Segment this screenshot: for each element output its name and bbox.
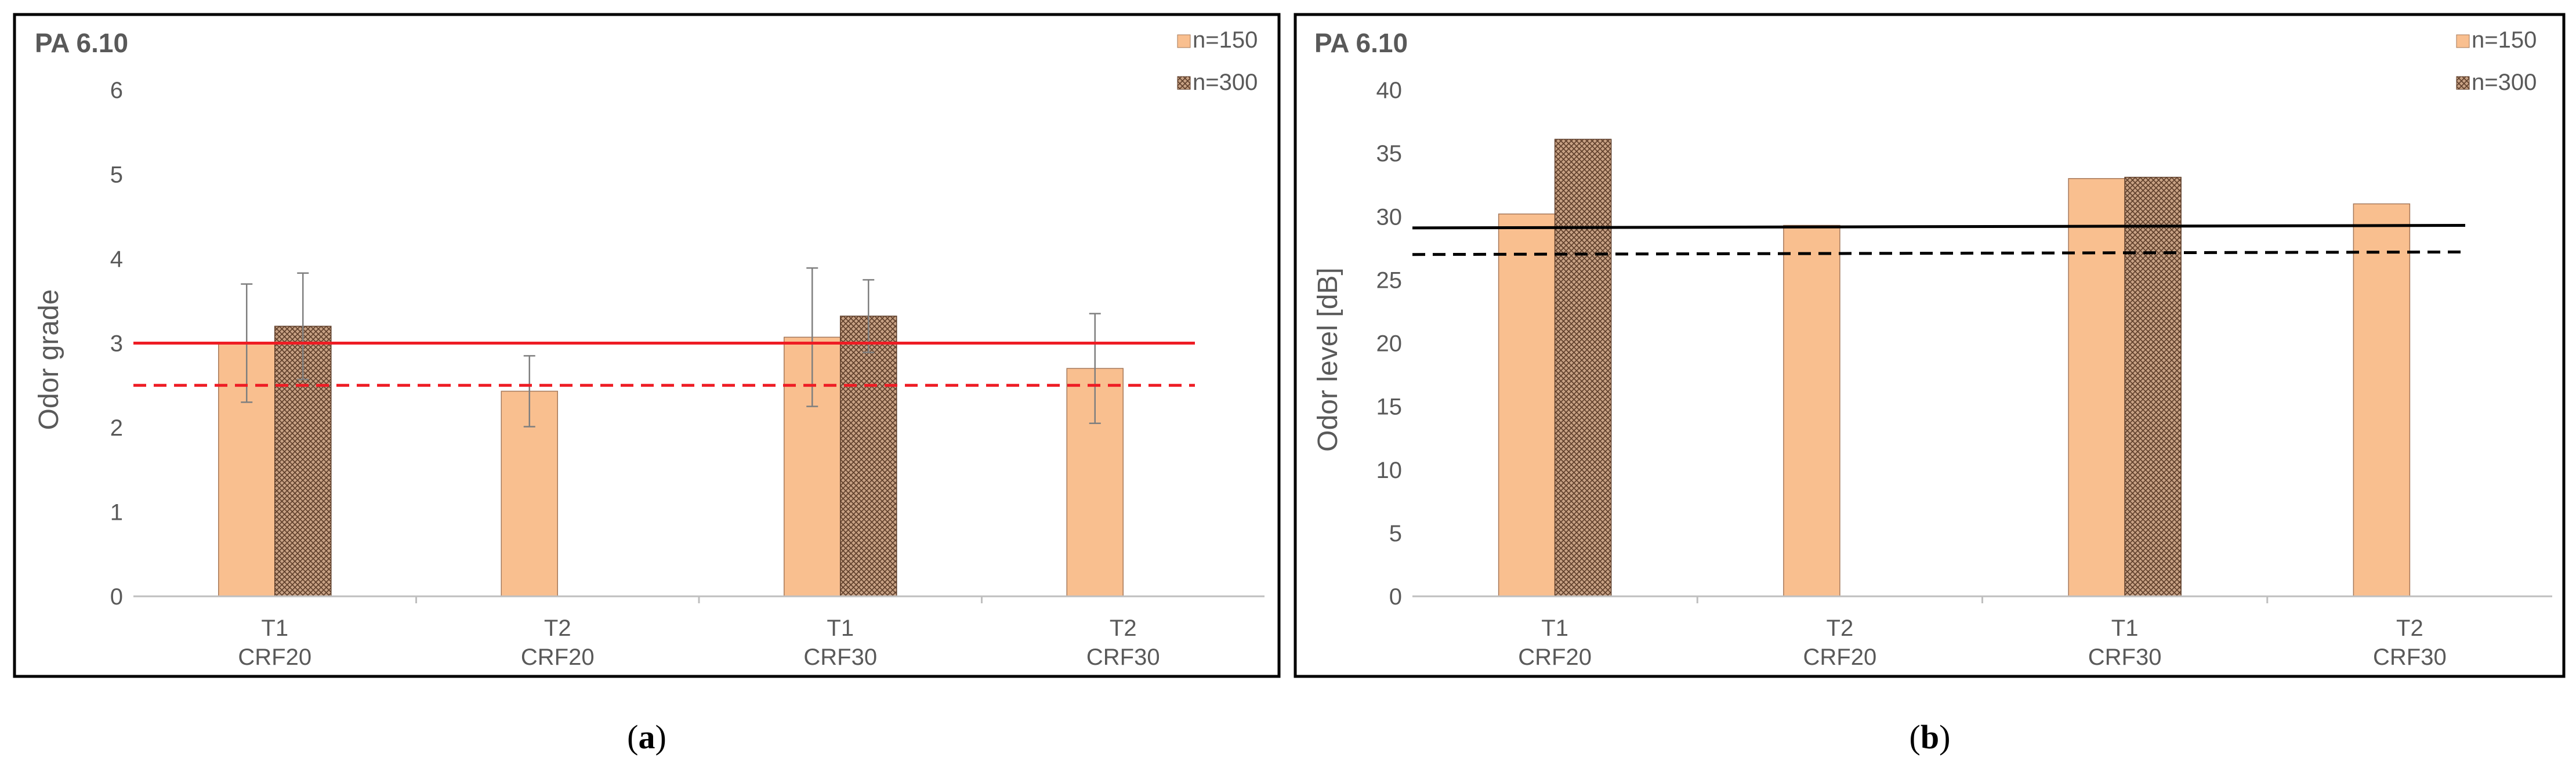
legend-label-n150: n=150 — [1193, 27, 1258, 53]
bar-n150 — [2353, 203, 2411, 597]
x-tick-label: T2 — [2396, 615, 2423, 641]
y-tick-label: 0 — [1389, 584, 1402, 610]
y-tick-label: 20 — [1376, 331, 1403, 357]
legend-label-n300: n=300 — [2472, 70, 2537, 95]
bar-n300 — [2124, 176, 2182, 597]
x-tick-label: CRF30 — [2088, 644, 2162, 670]
y-tick-label: 25 — [1376, 267, 1403, 293]
x-tick-label: CRF20 — [1518, 644, 1592, 670]
error-bars — [241, 267, 1101, 428]
x-tick-label: CRF20 — [1803, 644, 1877, 670]
legend-swatch-n300 — [1177, 76, 1191, 90]
legend-label-n150: n=150 — [2472, 27, 2537, 53]
y-axis-title: Odor level [dB] — [1313, 267, 1343, 451]
y-tick-label: 5 — [110, 162, 123, 188]
legend: n=150 n=300 — [2456, 27, 2537, 95]
legend-swatch-n150 — [1177, 34, 1191, 48]
legend-label-n300: n=300 — [1193, 70, 1258, 95]
caption-letter-b: b — [1921, 718, 1939, 756]
y-tick-label: 5 — [1389, 521, 1402, 546]
x-tick-label: T2 — [1827, 615, 1854, 641]
x-axis-ticks: T1 CRF20 T2 CRF20 T1 CRF30 T2 CRF30 — [238, 596, 1160, 670]
x-tick-label: CRF30 — [1086, 644, 1160, 670]
chart-title: PA 6.10 — [1314, 28, 1408, 58]
y-axis-ticks: 0 1 2 3 4 5 6 — [110, 78, 123, 610]
x-tick-label: CRF30 — [803, 644, 877, 670]
bars — [1498, 139, 2411, 597]
bar-n300 — [1554, 139, 1612, 597]
x-tick-label: CRF20 — [238, 644, 311, 670]
caption-a: (a) — [627, 718, 666, 756]
legend: n=150 n=300 — [1177, 27, 1258, 95]
bar-n150 — [1498, 213, 1556, 597]
y-tick-label: 40 — [1376, 78, 1403, 103]
y-axis-ticks: 0 5 10 15 20 25 30 35 40 — [1376, 78, 1403, 610]
reference-lines — [133, 342, 1195, 387]
x-tick-label: T1 — [827, 615, 854, 641]
x-tick-label: CRF20 — [521, 644, 595, 670]
x-tick-label: T1 — [2111, 615, 2139, 641]
legend-swatch-n300 — [2456, 76, 2470, 90]
legend-swatch-n150 — [2456, 34, 2470, 48]
caption-b: (b) — [1910, 718, 1951, 756]
y-tick-label: 35 — [1376, 141, 1403, 166]
y-tick-label: 2 — [110, 415, 123, 441]
y-axis-title: Odor grade — [34, 289, 64, 430]
chart-title: PA 6.10 — [35, 28, 128, 58]
reference-line-solid — [1412, 224, 2466, 230]
x-axis-ticks: T1 CRF20 T2 CRF20 T1 CRF30 T2 CRF30 — [1518, 596, 2447, 670]
caption-letter-a: a — [639, 718, 655, 756]
y-tick-label: 10 — [1376, 458, 1403, 483]
x-tick-label: T2 — [544, 615, 571, 641]
y-tick-label: 15 — [1376, 394, 1403, 420]
y-tick-label: 6 — [110, 78, 123, 103]
chart-panel-b: PA 6.10 Odor level [dB] 0 5 10 15 20 25 30 35 40… — [1294, 13, 2566, 756]
bar-n150 — [2068, 178, 2125, 597]
chart-panel-a: PA 6.10 Odor grade 0 1 2 3 4 5 6 T1 CRF20 T2 CRF2… — [13, 13, 1281, 756]
x-tick-label: T2 — [1110, 615, 1137, 641]
bar-n150 — [1783, 224, 1840, 597]
reference-lines — [1412, 224, 2466, 256]
bar-n300 — [840, 316, 897, 597]
y-tick-label: 0 — [110, 584, 123, 610]
y-tick-label: 1 — [110, 500, 123, 526]
y-tick-label: 4 — [110, 247, 123, 272]
x-tick-label: T1 — [1541, 615, 1568, 641]
y-tick-label: 30 — [1376, 204, 1403, 230]
x-tick-label: T1 — [261, 615, 288, 641]
y-tick-label: 3 — [110, 331, 123, 357]
x-tick-label: CRF30 — [2373, 644, 2447, 670]
reference-line-dashed — [1412, 250, 2466, 256]
